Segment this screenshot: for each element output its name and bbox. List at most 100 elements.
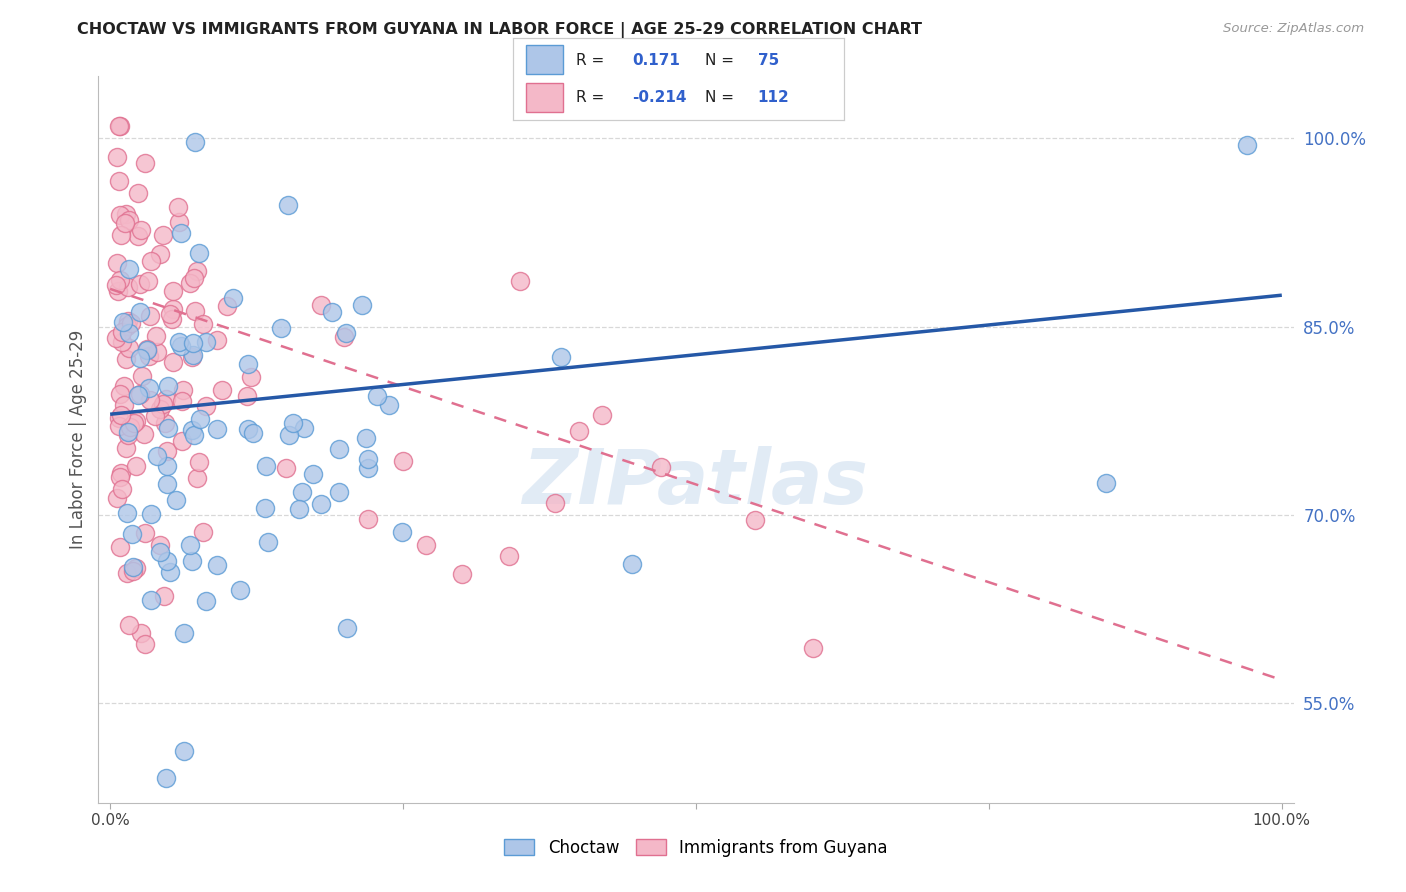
Point — [180, 350, 202, 364]
Point — [129, 222, 152, 236]
Point — [186, 471, 208, 485]
Point — [181, 348, 204, 362]
Point — [139, 392, 162, 407]
Point — [138, 349, 160, 363]
Point — [254, 459, 277, 474]
Point — [132, 426, 155, 441]
Point — [141, 253, 163, 268]
Point — [128, 386, 150, 401]
Point — [108, 119, 131, 133]
Point — [153, 417, 176, 431]
Point — [112, 315, 135, 329]
Point — [354, 431, 377, 445]
Point — [128, 305, 150, 319]
Text: -0.214: -0.214 — [633, 90, 686, 105]
Point — [217, 299, 239, 313]
Point — [108, 386, 131, 401]
Point — [159, 565, 181, 579]
Point — [115, 506, 138, 520]
Point — [107, 418, 129, 433]
Text: 112: 112 — [758, 90, 789, 105]
Point — [191, 525, 214, 540]
Point — [121, 560, 143, 574]
Point — [188, 245, 211, 260]
Point — [117, 326, 139, 340]
Point — [328, 442, 350, 456]
Point — [108, 272, 131, 286]
Point — [172, 434, 194, 448]
Point — [205, 558, 228, 572]
Point — [277, 428, 299, 442]
Point — [145, 329, 167, 343]
Point — [118, 617, 141, 632]
Point — [186, 264, 208, 278]
Point — [357, 461, 380, 475]
Text: R =: R = — [576, 90, 609, 105]
Point — [366, 389, 388, 403]
Point — [146, 450, 169, 464]
Point — [281, 416, 304, 430]
Point — [110, 466, 132, 480]
Point — [183, 428, 205, 442]
Point — [184, 304, 207, 318]
FancyBboxPatch shape — [526, 45, 562, 74]
Point — [125, 414, 148, 428]
Point — [194, 334, 217, 349]
Point — [270, 321, 292, 335]
Point — [162, 301, 184, 316]
Point — [181, 336, 204, 351]
Point — [138, 381, 160, 395]
Point — [117, 280, 139, 294]
Point — [291, 485, 314, 500]
Point — [352, 298, 374, 312]
Point — [650, 459, 672, 474]
Point — [744, 514, 766, 528]
Text: N =: N = — [704, 90, 738, 105]
Point — [149, 402, 172, 417]
Point — [129, 625, 152, 640]
Point — [357, 512, 380, 526]
Point — [179, 276, 201, 290]
Point — [105, 278, 128, 293]
Point — [205, 334, 228, 348]
Point — [333, 330, 356, 344]
Point — [110, 408, 132, 422]
Text: 75: 75 — [758, 53, 779, 68]
Point — [188, 411, 211, 425]
Point — [152, 589, 174, 603]
Point — [242, 425, 264, 440]
Point — [309, 298, 332, 312]
Point — [111, 326, 134, 340]
Point — [591, 408, 613, 422]
Point — [112, 379, 135, 393]
Point — [162, 284, 184, 298]
Point — [107, 410, 129, 425]
Point — [108, 119, 131, 133]
Point — [131, 369, 153, 384]
Point — [117, 213, 139, 227]
Point — [117, 428, 139, 442]
Point — [139, 593, 162, 607]
Point — [392, 454, 415, 468]
Point — [136, 342, 159, 356]
Point — [149, 246, 172, 260]
Point — [149, 539, 172, 553]
Point — [167, 215, 190, 229]
Point — [111, 334, 134, 349]
Point — [173, 744, 195, 758]
Point — [127, 228, 149, 243]
Point — [159, 307, 181, 321]
Point — [335, 326, 357, 341]
Point — [127, 186, 149, 200]
Point — [173, 626, 195, 640]
Point — [107, 284, 129, 298]
Point — [127, 387, 149, 401]
Point — [184, 135, 207, 149]
Point — [335, 621, 357, 635]
Point — [236, 357, 259, 371]
Point — [110, 540, 132, 554]
Point — [229, 582, 252, 597]
Point — [124, 416, 146, 430]
Point — [498, 549, 520, 564]
Point — [450, 566, 472, 581]
